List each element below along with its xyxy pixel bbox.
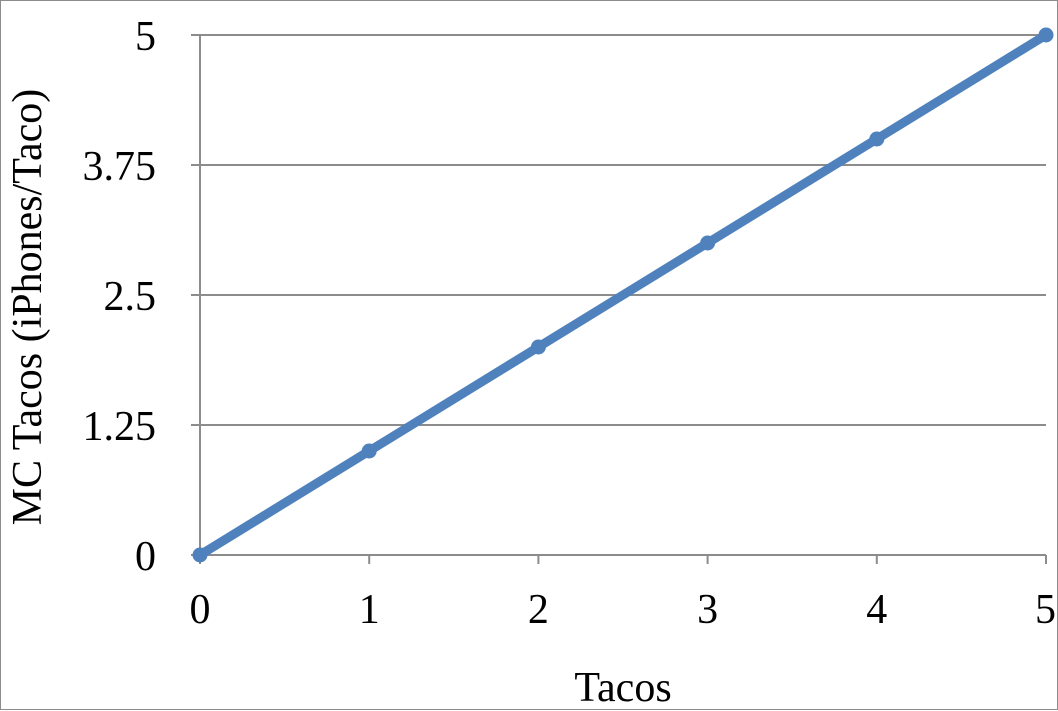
x-axis-title: Tacos [574, 665, 671, 711]
data-point-0-2 [530, 339, 546, 355]
data-point-0-5 [1038, 27, 1054, 43]
series-markers [192, 27, 1054, 563]
y-tick-label-2: 2.5 [104, 274, 157, 320]
y-tick-label-4: 5 [135, 14, 156, 60]
gridlines [200, 34, 1046, 426]
y-tick-label-0: 0 [135, 534, 156, 580]
series-lines [195, 30, 1051, 560]
x-tick-labels: 0 1 2 3 4 5 [190, 587, 1057, 633]
x-tick-label-4: 4 [866, 587, 887, 633]
y-tick-label-3: 3.75 [83, 144, 157, 190]
x-tick-label-2: 2 [528, 587, 549, 633]
y-axis-title: MC Tacos (iPhones/Taco) [5, 89, 51, 526]
y-tick-labels: 0 1.25 2.5 3.75 5 [83, 14, 157, 580]
x-tick-label-3: 3 [697, 587, 718, 633]
series-line-0 [195, 30, 1051, 560]
y-tick-label-1: 1.25 [83, 404, 157, 450]
x-tick-label-0: 0 [190, 587, 211, 633]
data-point-0-3 [700, 235, 716, 251]
data-point-0-1 [361, 443, 377, 459]
data-point-0-4 [869, 131, 885, 147]
data-point-0-0 [192, 547, 208, 563]
x-tick-label-5: 5 [1035, 587, 1056, 633]
x-tick-label-1: 1 [359, 587, 380, 633]
